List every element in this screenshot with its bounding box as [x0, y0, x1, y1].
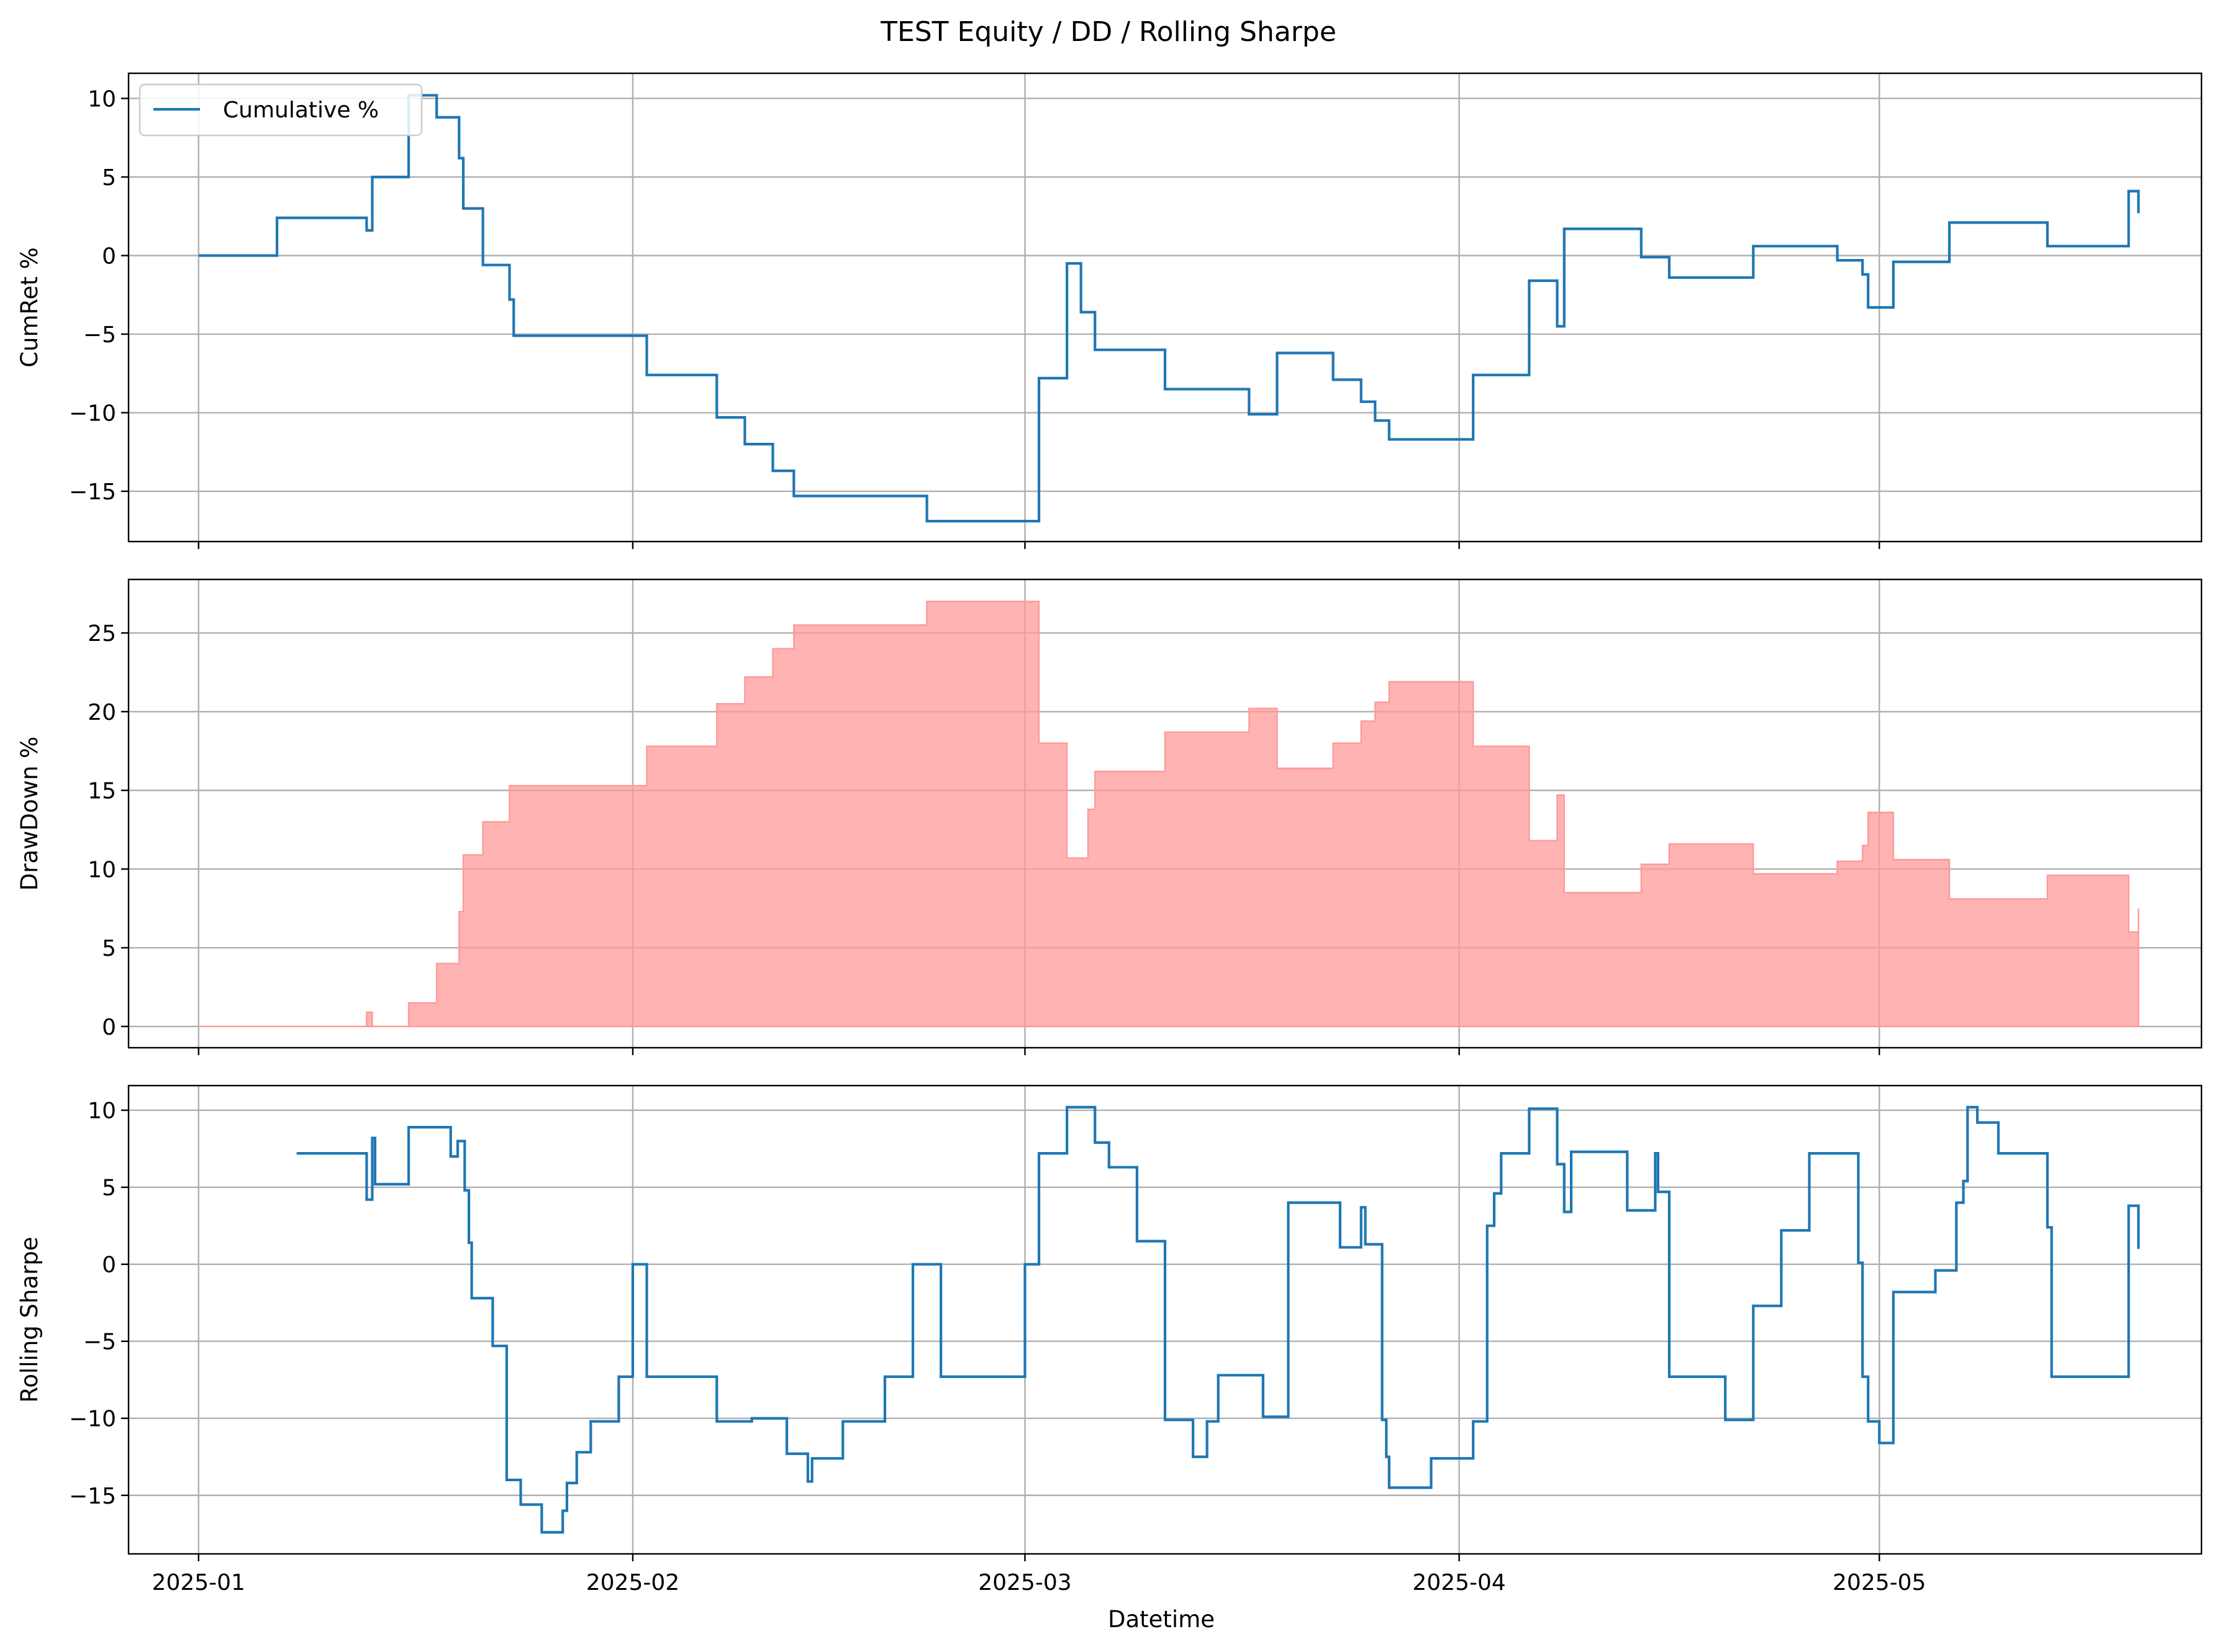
rolling-sharpe-panel: 10 5 0 −5 −10 −15 2025-01 2025-02 2025-03 2025-04… [16, 1084, 2203, 1595]
sharpe-y-tick-label: −5 [83, 1330, 116, 1355]
figure-title: TEST Equity / DD / Rolling Sharpe [880, 16, 1336, 48]
drawdown-axes-frame [127, 578, 2203, 1049]
sharpe-y-tick-label: 10 [88, 1099, 116, 1124]
cumulative-return-panel: 10 5 0 −5 −10 −15 CumRet % Cumulative % [16, 72, 2203, 549]
sharpe-series-line [296, 1105, 2140, 1534]
drawdown-panel: 0 5 10 15 20 25 DrawDown % [16, 578, 2203, 1055]
cumret-legend-box [138, 83, 423, 137]
sharpe-grid [129, 1086, 2201, 1554]
drawdown-y-tick-label: 20 [88, 700, 116, 725]
x-tick-label: 2025-02 [586, 1570, 679, 1595]
cumret-y-tick-label: −15 [69, 479, 116, 505]
sharpe-y-tick-label: 5 [102, 1176, 116, 1201]
sharpe-axes-frame [127, 1084, 2203, 1555]
cumret-legend: Cumulative % [138, 83, 423, 137]
cumret-y-tick-label: 0 [102, 244, 116, 270]
drawdown-area [198, 601, 2139, 1027]
cumret-y-tick-label: −10 [69, 401, 116, 427]
drawdown-y-tick-label: 10 [88, 857, 116, 883]
cumret-axes-frame [127, 72, 2203, 543]
x-tick-label: 2025-04 [1412, 1570, 1505, 1595]
drawdown-y-tick-label: 15 [88, 779, 116, 804]
cumret-y-tick-label: 5 [102, 165, 116, 191]
cumret-series-line [198, 94, 2140, 523]
sharpe-y-axis-label: Rolling Sharpe [16, 1237, 43, 1402]
sharpe-y-tick-label: 0 [102, 1253, 116, 1278]
drawdown-y-tick-label: 25 [88, 621, 116, 647]
x-tick-label: 2025-03 [978, 1570, 1071, 1595]
x-tick-label: 2025-05 [1833, 1570, 1926, 1595]
cumret-y-axis-label: CumRet % [16, 247, 43, 368]
drawdown-y-tick-label: 0 [102, 1015, 116, 1040]
sharpe-y-tick-label: −10 [69, 1407, 116, 1432]
drawdown-y-tick-label: 5 [102, 936, 116, 961]
cumret-y-tick-label: 10 [88, 86, 116, 112]
drawdown-y-axis-label: DrawDown % [16, 737, 43, 891]
x-axis-label: Datetime [1108, 1606, 1215, 1633]
cumret-legend-label: Cumulative % [223, 98, 379, 123]
cumret-grid [129, 73, 2201, 542]
sharpe-y-tick-label: −15 [69, 1484, 116, 1509]
x-tick-label: 2025-01 [152, 1570, 245, 1595]
cumret-y-tick-label: −5 [83, 322, 116, 348]
